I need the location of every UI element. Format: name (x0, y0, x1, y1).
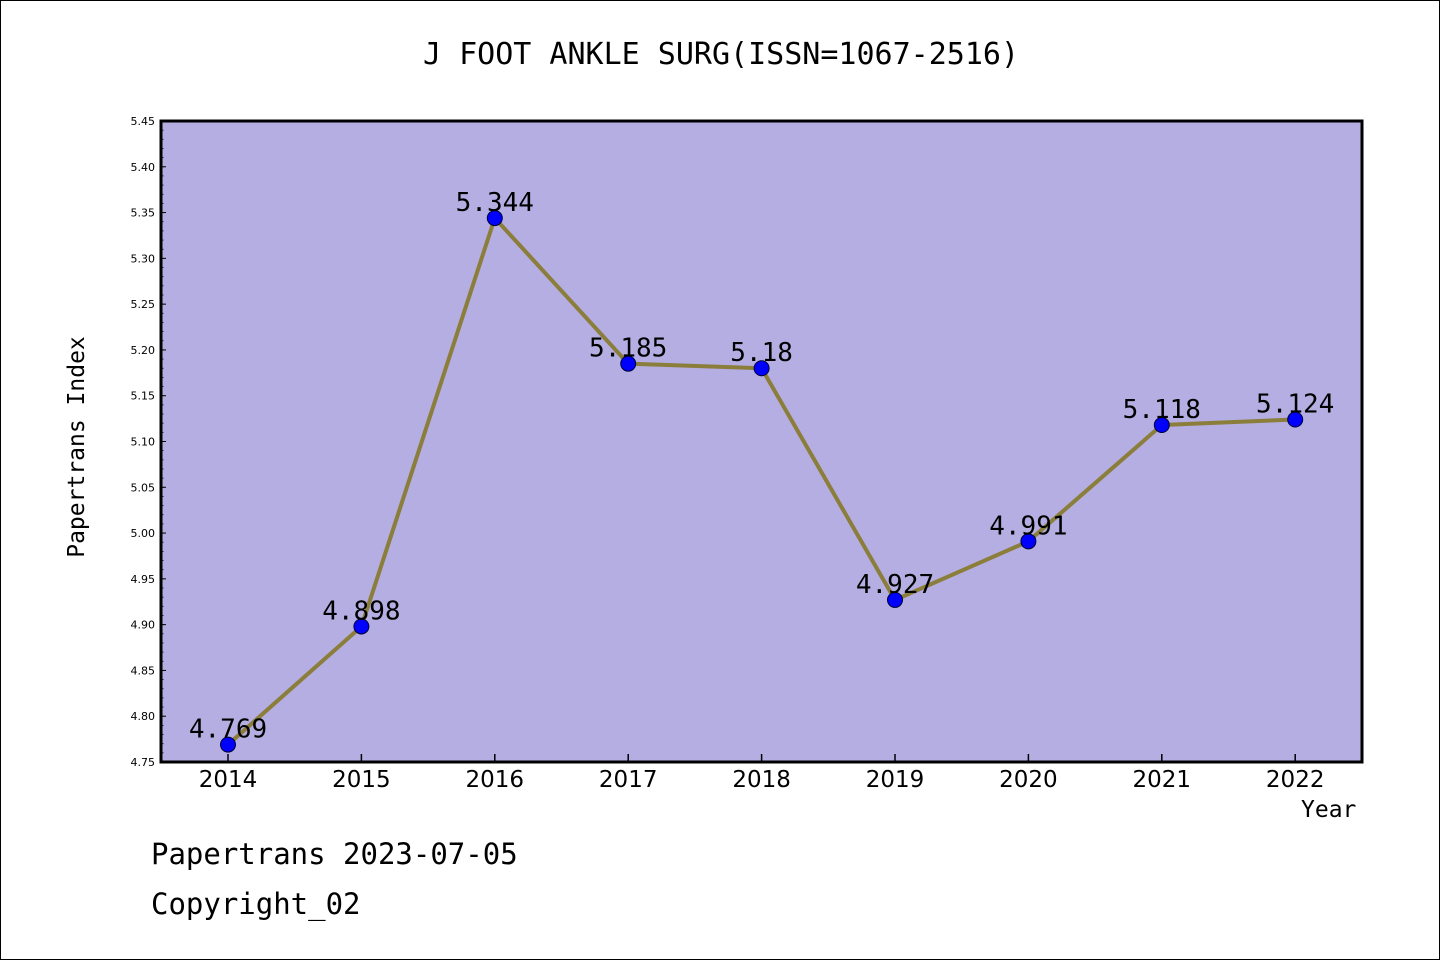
data-label: 4.927 (856, 570, 934, 600)
y-tick-label: 4.95 (131, 573, 156, 586)
data-label: 5.118 (1123, 395, 1201, 425)
data-label: 5.344 (456, 188, 534, 218)
footer-date: Papertrans 2023-07-05 (151, 837, 518, 871)
x-axis-label: Year (1301, 797, 1357, 823)
x-tick-label: 2021 (1133, 767, 1192, 793)
data-point (753, 360, 770, 377)
x-tick-label: 2015 (332, 767, 391, 793)
data-point (620, 355, 637, 372)
y-tick-label: 5.35 (131, 207, 156, 220)
data-point (1153, 417, 1170, 434)
x-tick-label: 2016 (466, 767, 525, 793)
x-tick-label: 2017 (599, 767, 658, 793)
x-tick-label: 2019 (866, 767, 925, 793)
data-label: 5.18 (730, 338, 793, 368)
x-tick-label: 2022 (1266, 767, 1325, 793)
y-tick-label: 4.80 (131, 710, 156, 723)
y-tick-label: 5.10 (131, 436, 156, 449)
footer-copyright: Copyright_02 (151, 887, 361, 921)
data-label: 5.124 (1256, 390, 1334, 420)
data-point (486, 210, 503, 227)
x-tick-label: 2020 (999, 767, 1058, 793)
data-point (353, 618, 370, 635)
data-point (220, 736, 236, 753)
y-tick-label: 5.40 (131, 161, 156, 174)
y-tick-label: 5.20 (131, 344, 156, 357)
data-label: 4.991 (989, 511, 1067, 541)
y-tick-label: 5.05 (131, 481, 156, 494)
y-tick-label: 5.30 (131, 252, 156, 265)
x-tick-label: 2018 (732, 767, 791, 793)
data-point (887, 591, 903, 608)
data-label: 5.185 (589, 334, 667, 364)
y-tick-label: 4.90 (131, 619, 156, 632)
y-tick-label: 5.15 (131, 390, 156, 403)
y-tick-label: 4.85 (131, 664, 156, 677)
data-point (1287, 411, 1304, 428)
data-label: 4.769 (189, 715, 267, 745)
data-point (1020, 533, 1037, 550)
chart-title: J FOOT ANKLE SURG(ISSN=1067-2516) (422, 37, 1020, 72)
y-tick-label: 5.45 (131, 115, 156, 128)
y-tick-label: 5.00 (131, 527, 156, 540)
x-tick-label: 2014 (199, 767, 258, 793)
plot-area (159, 119, 1364, 764)
y-tick-label: 4.75 (131, 756, 156, 769)
y-tick-label: 5.25 (131, 298, 156, 311)
data-label: 4.898 (322, 596, 400, 626)
